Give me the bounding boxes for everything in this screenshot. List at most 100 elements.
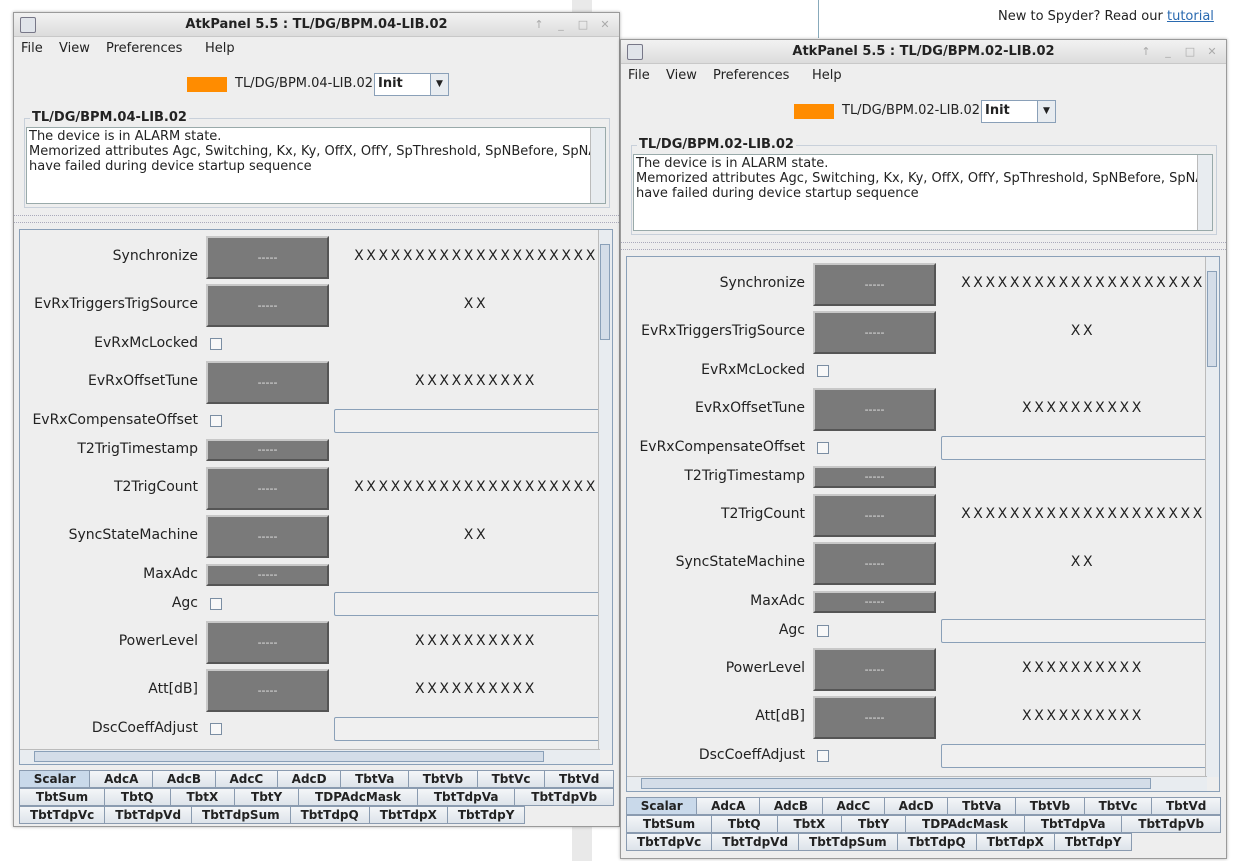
- tab[interactable]: TbtVd: [544, 770, 615, 788]
- tab[interactable]: TbtSum: [19, 788, 106, 806]
- attribute-name: MaxAdc: [750, 592, 805, 609]
- tab[interactable]: TDPAdcMask: [298, 788, 418, 806]
- attribute-name: EvRxOffsetTune: [695, 400, 805, 416]
- checkbox[interactable]: [210, 414, 222, 427]
- split-divider[interactable]: [621, 242, 1226, 250]
- tab[interactable]: TbtQ: [711, 815, 778, 833]
- tab[interactable]: TDPAdcMask: [905, 815, 1025, 833]
- checkbox[interactable]: [210, 337, 222, 350]
- notice-text: New to Spyder? Read our: [998, 9, 1163, 24]
- tab[interactable]: AdcC: [214, 770, 278, 788]
- menu-item[interactable]: View: [59, 41, 90, 56]
- status-line: Memorized attributes Agc, Switching, Kx,…: [636, 171, 1213, 186]
- window-button[interactable]: ↑: [534, 18, 544, 31]
- tutorial-link[interactable]: tutorial: [1166, 9, 1214, 24]
- menu-item[interactable]: View: [666, 68, 697, 83]
- combo[interactable]: [334, 408, 604, 433]
- tab[interactable]: AdcD: [883, 797, 949, 815]
- tab[interactable]: TbtTdpX: [975, 833, 1055, 851]
- menu-item[interactable]: File: [21, 41, 43, 56]
- tab[interactable]: AdcB: [759, 797, 823, 815]
- tab[interactable]: TbtQ: [104, 788, 171, 806]
- combo[interactable]: [941, 743, 1211, 768]
- tab[interactable]: TbtTdpX: [368, 806, 448, 824]
- tab[interactable]: TbtTdpVd: [104, 806, 193, 824]
- checkbox[interactable]: [817, 364, 829, 377]
- attribute-name: Att[dB]: [148, 681, 198, 697]
- tab[interactable]: AdcD: [276, 770, 342, 788]
- combo[interactable]: [334, 591, 604, 616]
- tab[interactable]: TbtTdpY: [446, 806, 526, 824]
- tab[interactable]: TbtVa: [340, 770, 410, 788]
- attribute-value: -----: [206, 235, 329, 279]
- checkbox[interactable]: [210, 722, 222, 735]
- menu-item[interactable]: Help: [812, 68, 842, 83]
- tab[interactable]: AdcB: [152, 770, 216, 788]
- window-button[interactable]: ✕: [600, 18, 610, 31]
- menu-item[interactable]: Preferences: [713, 68, 790, 83]
- tab[interactable]: TbtTdpQ: [896, 833, 977, 851]
- attribute-name: MaxAdc: [143, 565, 198, 582]
- attribute-name: PowerLevel: [118, 633, 198, 649]
- tab[interactable]: TbtTdpVa: [416, 788, 516, 806]
- v-scroll-thumb[interactable]: [1207, 271, 1217, 367]
- tab[interactable]: TbtTdpVb: [514, 788, 614, 806]
- tab[interactable]: TbtTdpVb: [1121, 815, 1221, 833]
- tab[interactable]: TbtTdpVc: [19, 806, 106, 824]
- window-button[interactable]: □: [577, 18, 589, 31]
- checkbox[interactable]: [817, 749, 829, 762]
- checkbox[interactable]: [817, 441, 829, 454]
- tab[interactable]: TbtTdpY: [1053, 833, 1133, 851]
- tab[interactable]: TbtTdpVa: [1023, 815, 1123, 833]
- window-button[interactable]: □: [1184, 45, 1196, 58]
- v-scroll-thumb[interactable]: [600, 244, 610, 340]
- tab[interactable]: TbtTdpSum: [191, 806, 291, 824]
- setpoint: XXXXXXXXXX: [1022, 660, 1144, 676]
- tab[interactable]: Scalar: [626, 797, 698, 815]
- menu-item[interactable]: Preferences: [106, 41, 183, 56]
- tab[interactable]: TbtVc: [1083, 797, 1153, 815]
- tab[interactable]: AdcA: [89, 770, 154, 788]
- tab[interactable]: TbtVc: [476, 770, 546, 788]
- tab[interactable]: TbtY: [841, 815, 907, 833]
- window-button[interactable]: _: [1165, 45, 1171, 58]
- tab[interactable]: TbtVb: [1015, 797, 1085, 815]
- tab[interactable]: Scalar: [19, 770, 91, 788]
- tab[interactable]: TbtTdpVc: [626, 833, 713, 851]
- tab-row: TbtSum TbtQ TbtX TbtY TDPAdcMask TbtTdpVa TbtT…: [626, 815, 1221, 833]
- tab[interactable]: TbtX: [169, 788, 236, 806]
- menu-item[interactable]: File: [628, 68, 650, 83]
- tab[interactable]: TbtTdpSum: [798, 833, 898, 851]
- tab[interactable]: TbtTdpVd: [711, 833, 800, 851]
- title-bar: AtkPanel 5.5 : TL/DG/BPM.02-LIB.02: [621, 40, 1226, 64]
- combo[interactable]: [941, 435, 1211, 460]
- menu-item[interactable]: Help: [205, 41, 235, 56]
- attribute-name: SyncStateMachine: [675, 554, 805, 570]
- tab[interactable]: TbtVa: [947, 797, 1017, 815]
- tab[interactable]: TbtVb: [408, 770, 478, 788]
- attribute-name: DscCoeffAdjust: [91, 719, 198, 736]
- checkbox[interactable]: [210, 597, 222, 610]
- setpoint: XX: [463, 527, 489, 543]
- tab[interactable]: TbtX: [776, 815, 843, 833]
- state-combo[interactable]: Init ▼: [981, 100, 1056, 123]
- h-scroll-thumb[interactable]: [641, 778, 1151, 789]
- window-button[interactable]: ✕: [1207, 45, 1217, 58]
- window-button[interactable]: ↑: [1141, 45, 1151, 58]
- tab[interactable]: TbtVd: [1151, 797, 1222, 815]
- combo[interactable]: [941, 618, 1211, 643]
- combo[interactable]: [334, 716, 604, 741]
- tab[interactable]: TbtTdpQ: [289, 806, 370, 824]
- status-scrollbar: [1197, 155, 1212, 230]
- tab[interactable]: AdcC: [821, 797, 885, 815]
- tab[interactable]: AdcA: [696, 797, 761, 815]
- window-button[interactable]: _: [558, 18, 564, 31]
- tab[interactable]: TbtY: [234, 788, 300, 806]
- tab[interactable]: TbtSum: [626, 815, 713, 833]
- split-divider[interactable]: [14, 215, 619, 223]
- h-scroll-thumb[interactable]: [34, 751, 544, 762]
- state-combo[interactable]: Init ▼: [374, 73, 449, 96]
- checkbox[interactable]: [817, 624, 829, 637]
- status-text: The device is in ALARM state. Memorized a…: [26, 127, 606, 204]
